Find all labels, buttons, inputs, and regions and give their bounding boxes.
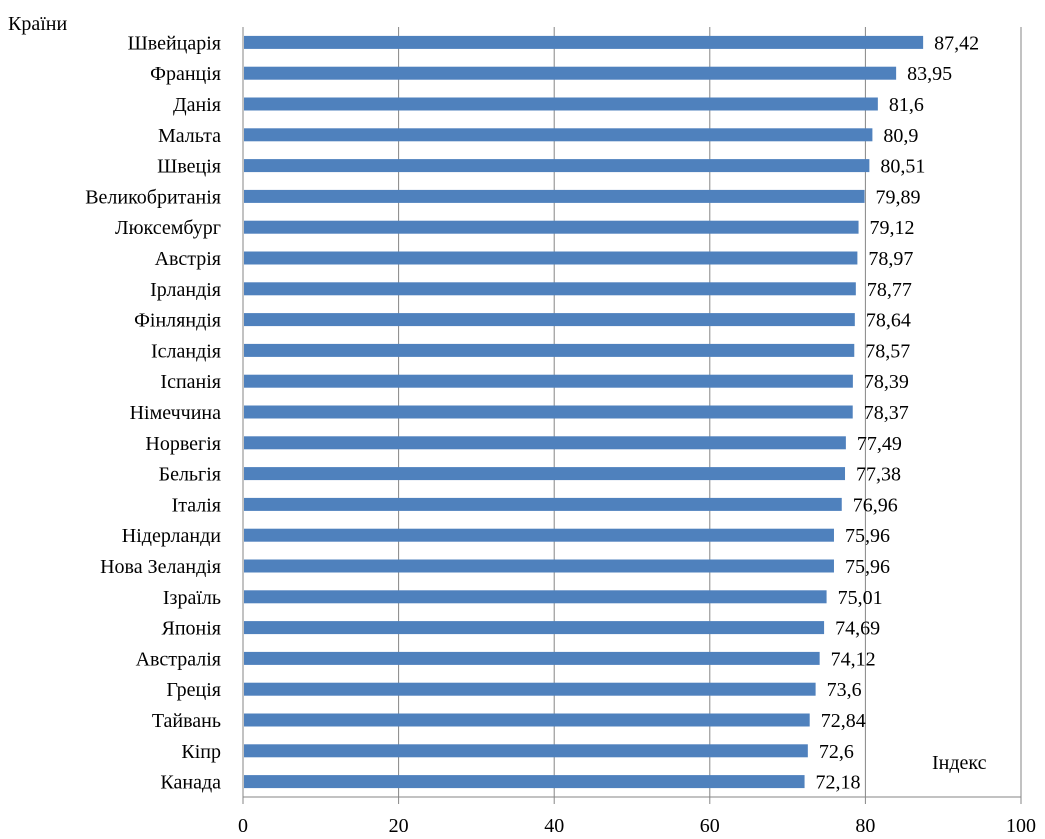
category-label: Нова Зеландія xyxy=(100,556,221,578)
x-tick-label: 40 xyxy=(544,815,564,837)
data-label: 72,84 xyxy=(821,710,866,732)
axes xyxy=(242,27,1022,804)
data-label: 79,12 xyxy=(870,217,915,239)
bar xyxy=(244,621,825,635)
data-label: 72,18 xyxy=(816,772,861,794)
bar xyxy=(244,559,834,573)
data-label: 78,57 xyxy=(865,340,910,362)
category-label: Швейцарія xyxy=(128,32,221,54)
category-label: Канада xyxy=(160,772,221,794)
data-label: 76,96 xyxy=(853,494,898,516)
category-label: Австрія xyxy=(155,248,221,270)
bar xyxy=(244,97,878,111)
category-label: Греція xyxy=(166,679,221,701)
bar xyxy=(244,590,827,604)
category-label: Фінляндія xyxy=(134,310,221,332)
x-tick-label: 80 xyxy=(855,815,875,837)
category-label: Кіпр xyxy=(181,741,221,763)
data-label: 77,38 xyxy=(856,464,901,486)
bar xyxy=(244,35,924,49)
data-label: 73,6 xyxy=(827,679,862,701)
category-label: Нідерланди xyxy=(122,525,222,547)
bars xyxy=(244,35,924,789)
category-label: Іспанія xyxy=(160,371,221,393)
data-label: 75,96 xyxy=(845,556,890,578)
data-label: 78,97 xyxy=(868,248,913,270)
bar xyxy=(244,528,834,542)
x-axis-title: Індекс xyxy=(932,752,987,774)
data-label: 83,95 xyxy=(907,63,952,85)
y-axis-title: Країни xyxy=(8,13,67,35)
category-label: Німеччина xyxy=(130,402,222,424)
bar xyxy=(244,713,810,727)
bar xyxy=(244,436,846,450)
value-labels: 87,42 83,95 81,6 80,9 80,51 79,89 79,12 78,97 78… xyxy=(816,32,980,793)
x-tick-labels: 0 20 40 60 80 100 xyxy=(238,815,1036,837)
bar xyxy=(244,159,870,173)
bar xyxy=(244,66,897,80)
bar xyxy=(244,189,865,203)
data-label: 80,51 xyxy=(880,156,925,178)
category-label: Італія xyxy=(172,494,221,516)
x-tick-label: 20 xyxy=(389,815,409,837)
bar xyxy=(244,682,816,696)
x-tick-label: 100 xyxy=(1006,815,1036,837)
bar xyxy=(244,282,856,296)
data-label: 81,6 xyxy=(889,94,924,116)
bar xyxy=(244,220,859,234)
data-label: 79,89 xyxy=(876,186,921,208)
category-label: Норвегія xyxy=(145,433,221,455)
data-label: 78,77 xyxy=(867,279,912,301)
category-labels: Швейцарія Франція Данія Мальта Швеція Великоб… xyxy=(85,32,221,793)
bar xyxy=(244,405,853,419)
bar xyxy=(244,343,855,357)
data-label: 78,64 xyxy=(866,310,911,332)
category-label: Франція xyxy=(150,63,221,85)
data-label: 75,01 xyxy=(838,587,883,609)
category-label: Ізраїль xyxy=(163,587,221,609)
bar xyxy=(244,128,873,142)
category-label: Тайвань xyxy=(152,710,221,732)
category-label: Ісландія xyxy=(151,340,221,362)
data-label: 74,69 xyxy=(835,618,880,640)
data-label: 74,12 xyxy=(831,648,876,670)
category-label: Великобританія xyxy=(85,186,221,208)
bar xyxy=(244,251,858,265)
category-label: Данія xyxy=(173,94,221,116)
x-tick-label: 0 xyxy=(238,815,248,837)
category-label: Бельгія xyxy=(159,464,221,486)
data-label: 87,42 xyxy=(934,32,979,54)
data-label: 78,39 xyxy=(864,371,909,393)
category-label: Австралія xyxy=(136,648,221,670)
bar xyxy=(244,313,855,327)
bar xyxy=(244,497,842,511)
data-label: 78,37 xyxy=(864,402,909,424)
data-label: 75,96 xyxy=(845,525,890,547)
data-label: 80,9 xyxy=(883,125,918,147)
category-label: Японія xyxy=(161,618,221,640)
data-label: 72,6 xyxy=(819,741,854,763)
category-label: Швеція xyxy=(157,156,221,178)
category-label: Люксембург xyxy=(115,217,221,239)
bar xyxy=(244,467,846,481)
category-label: Ірландія xyxy=(150,279,221,301)
bar xyxy=(244,775,805,789)
bar xyxy=(244,651,820,665)
bar xyxy=(244,744,808,758)
category-label: Мальта xyxy=(158,125,221,147)
x-tick-label: 60 xyxy=(700,815,720,837)
bar xyxy=(244,374,853,388)
data-label: 77,49 xyxy=(857,433,902,455)
